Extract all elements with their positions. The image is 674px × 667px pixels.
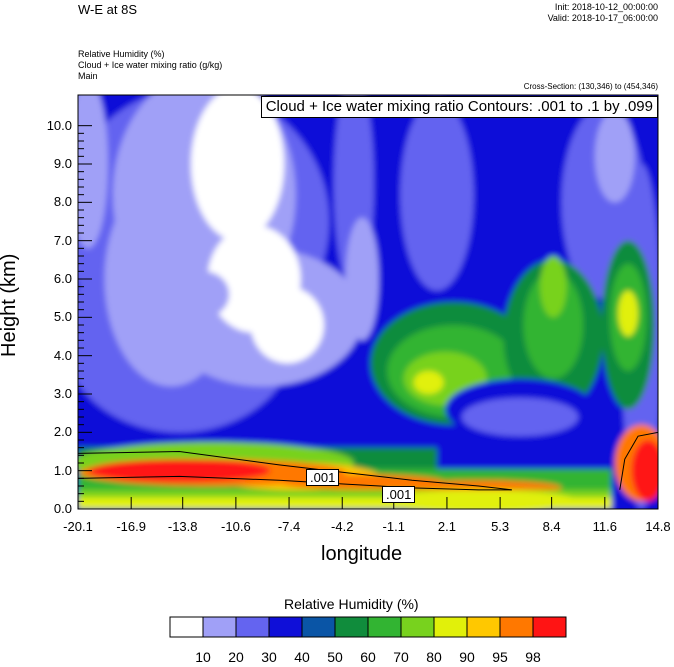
x-tick-label: 5.3 [491,519,510,534]
cloud-contour-lower [78,475,512,491]
cross-section-label: Cross-Section: (130,346) to (454,346) [523,82,658,91]
colorbar-label: 30 [261,649,277,665]
cloud-contour-east [619,431,658,490]
colorbar-swatch [169,616,204,638]
init-time: Init: 2018-10-12_00:00:00 [554,2,658,12]
rh-region [594,110,635,203]
rh-region [413,371,444,394]
colorbar-label: 80 [426,649,442,665]
cloud-contour-upper [78,450,512,491]
x-axis-title: longitude [321,543,403,565]
rh-region [179,271,230,318]
colorbar-swatch [532,616,567,638]
rh-region [400,98,474,291]
colorbar-label: 98 [525,649,541,665]
x-tick-label: -4.2 [331,519,354,534]
rh-region [345,217,379,341]
colorbar-label: 60 [360,649,376,665]
contour-info-box: Cloud + Ice water mixing ratio Contours:… [260,96,658,118]
contour-label-2: .001 [382,486,416,503]
colorbar-swatch [235,616,270,638]
colorbar-swatch [268,616,303,638]
colorbar-label: 20 [228,649,244,665]
x-tick-label: -7.4 [277,519,301,534]
variable-rh-label: Relative Humidity (%) [78,49,165,59]
y-tick-label: 0.0 [53,501,72,516]
y-tick-label: 7.0 [53,232,72,248]
y-tick-label: 10.0 [46,117,72,133]
colorbar-swatch [301,616,336,638]
rh-region [523,271,584,379]
colorbar-label: 90 [459,649,475,665]
y-tick-label: 5.0 [53,309,72,325]
colorbar-swatch [367,616,402,638]
y-tick-label: 3.0 [53,386,72,401]
x-tick-label: -16.9 [116,519,146,534]
contour-label-1: .001 [306,469,340,486]
y-axis-title: Height (km) [0,253,20,357]
chart-title: W-E at 8S [78,2,138,17]
humidity-field [78,95,658,509]
rh-region [618,290,639,337]
rh-region [631,440,658,502]
y-tick-label: 6.0 [53,271,72,286]
init-valid-times: Init: 2018-10-12_00:00:00 Valid: 2018-10… [548,2,658,24]
x-tick-label: 8.4 [542,519,561,534]
rh-region [191,95,285,241]
rh-region [250,286,324,364]
variable-main-label: Main [78,71,98,81]
x-tick-label: -20.1 [63,519,93,534]
colorbar [169,616,567,638]
colorbar-swatch [499,616,534,638]
cloud-contours [78,431,658,491]
x-tick-label: -13.8 [167,519,198,534]
colorbar-label: 50 [327,649,343,665]
y-tick-label: 4.0 [53,347,72,363]
colorbar-swatch [400,616,435,638]
colorbar-label: 95 [492,649,508,665]
y-tick-label: 8.0 [53,194,72,210]
colorbar-title: Relative Humidity (%) [284,596,419,612]
valid-time: Valid: 2018-10-17_06:00:00 [547,13,658,23]
y-tick-label: 1.0 [53,462,72,478]
rh-surface-layer [78,497,612,509]
x-tick-label: 14.8 [645,519,671,534]
x-tick-label: 11.6 [592,519,617,534]
colorbar-swatch [202,616,237,638]
x-tick-label: 2.1 [437,519,456,534]
rh-region [378,489,579,509]
y-tick-label: 2.0 [53,424,72,440]
variable-cloud-label: Cloud + Ice water mixing ratio (g/kg) [78,60,223,70]
colorbar-swatch [433,616,468,638]
colorbar-label: 70 [393,649,409,665]
rh-region [461,397,579,437]
x-tick-label: -1.1 [382,519,405,534]
rh-region [104,171,238,387]
rh-region [540,255,567,318]
colorbar-swatch [334,616,369,638]
colorbar-label: 40 [294,649,310,665]
y-tick-label: 9.0 [53,156,72,171]
rh-region [78,95,108,249]
rh-region [87,459,271,483]
colorbar-label: 10 [195,649,211,665]
x-tick-label: -10.6 [221,519,251,534]
colorbar-swatch [466,616,501,638]
